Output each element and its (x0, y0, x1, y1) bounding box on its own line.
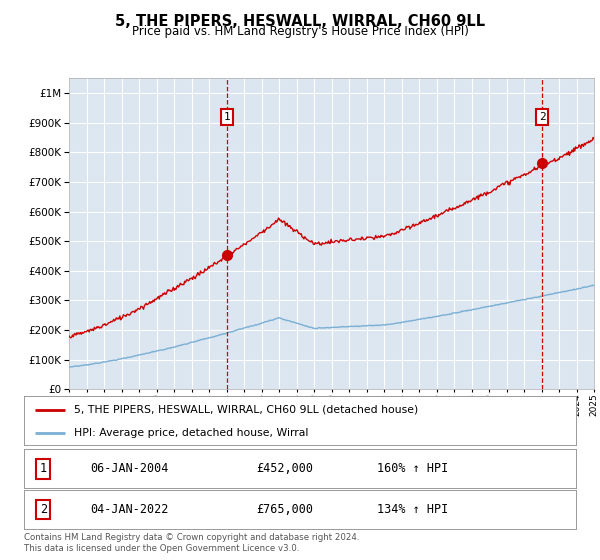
Text: £452,000: £452,000 (256, 462, 313, 475)
Text: 1: 1 (40, 462, 47, 475)
Text: 2: 2 (539, 112, 545, 122)
Text: 2: 2 (40, 503, 47, 516)
Text: HPI: Average price, detached house, Wirral: HPI: Average price, detached house, Wirr… (74, 428, 308, 438)
Text: Price paid vs. HM Land Registry's House Price Index (HPI): Price paid vs. HM Land Registry's House … (131, 25, 469, 38)
Text: £765,000: £765,000 (256, 503, 313, 516)
Text: 5, THE PIPERS, HESWALL, WIRRAL, CH60 9LL (detached house): 5, THE PIPERS, HESWALL, WIRRAL, CH60 9LL… (74, 405, 418, 415)
Text: 5, THE PIPERS, HESWALL, WIRRAL, CH60 9LL: 5, THE PIPERS, HESWALL, WIRRAL, CH60 9LL (115, 14, 485, 29)
Text: 134% ↑ HPI: 134% ↑ HPI (377, 503, 449, 516)
Text: 04-JAN-2022: 04-JAN-2022 (90, 503, 169, 516)
Text: 160% ↑ HPI: 160% ↑ HPI (377, 462, 449, 475)
Text: Contains HM Land Registry data © Crown copyright and database right 2024.
This d: Contains HM Land Registry data © Crown c… (24, 533, 359, 553)
Text: 06-JAN-2004: 06-JAN-2004 (90, 462, 169, 475)
Text: 1: 1 (224, 112, 230, 122)
